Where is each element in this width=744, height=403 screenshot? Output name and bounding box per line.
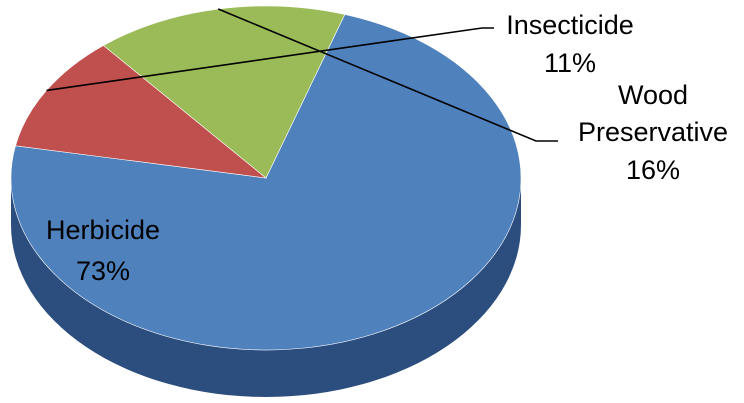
pie-slice-wood-preservative: [102, 5, 346, 179]
pie-slice-herbicide: [10, 14, 522, 351]
slice-value-insecticide: 11%: [544, 48, 596, 78]
slice-label-herbicide: Herbicide: [46, 215, 160, 245]
pie-side-herbicide: [11, 178, 521, 397]
slice-label-insecticide: Insecticide: [506, 10, 634, 40]
slice-value-wood: 16%: [626, 155, 680, 185]
leader-lines: [46, 8, 558, 142]
slice-label-wood-line2: Preservative: [578, 117, 728, 147]
slice-label-wood-line1: Wood: [618, 80, 688, 110]
pie-slices: [10, 5, 522, 351]
slice-value-herbicide: 73%: [76, 256, 130, 286]
leader-line-insecticide: [46, 27, 494, 92]
pie-sides: [11, 178, 521, 397]
leader-line-wood-preservative: [217, 8, 558, 142]
